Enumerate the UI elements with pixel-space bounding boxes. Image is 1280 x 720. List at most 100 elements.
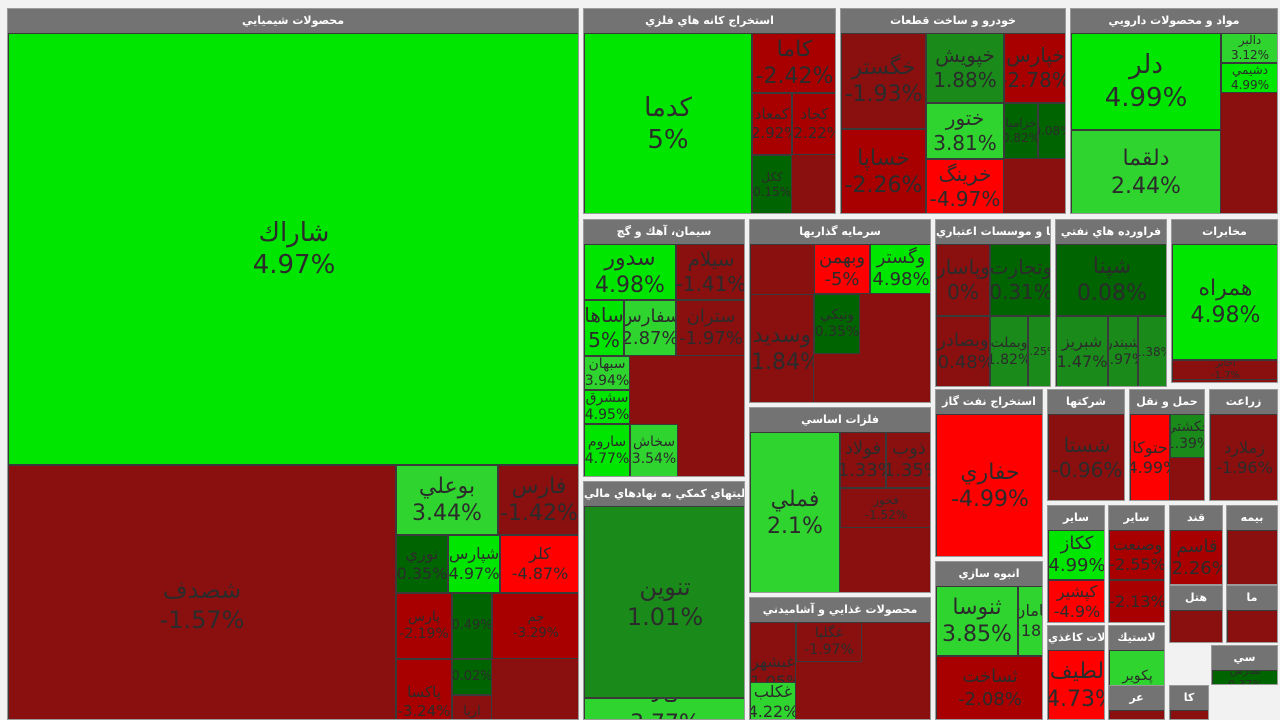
- sector-title[interactable]: محصولات غذايي و آشاميدني: [750, 598, 930, 622]
- symbol-tile[interactable]: تمارس 0.37%: [1212, 670, 1277, 684]
- symbol-tile[interactable]: دلر 4.99%: [1071, 33, 1221, 130]
- symbol-tile[interactable]: كمعاد-2.92%: [752, 93, 792, 155]
- symbol-tile[interactable]: غكلب 4.22%: [750, 682, 796, 719]
- symbol-tile[interactable]: وتجارت 0.31%: [990, 244, 1050, 316]
- symbol-tile[interactable]: ساروم 4.77%: [584, 424, 630, 476]
- symbol-tile[interactable]: وبصادر-0.48%: [936, 316, 990, 386]
- symbol-tile[interactable]: خرينگ -4.97%: [926, 159, 1004, 213]
- symbol-tile[interactable]: اريا-0.35%: [452, 695, 492, 719]
- symbol-tile[interactable]: [1227, 530, 1277, 584]
- symbol-tile[interactable]: ثساخت -2.08%: [936, 656, 1042, 719]
- symbol-tile[interactable]: -2.13%: [1109, 580, 1164, 622]
- symbol-tile[interactable]: 0.08%: [1038, 103, 1065, 159]
- symbol-tile[interactable]: حتوكا-4.99%: [1130, 414, 1170, 500]
- symbol-tile[interactable]: وپاسار 0%: [936, 244, 990, 316]
- symbol-tile[interactable]: [1227, 610, 1277, 642]
- symbol-tile[interactable]: خپويش 1.88%: [926, 33, 1004, 103]
- symbol-tile[interactable]: ستران -1.97%: [676, 300, 744, 356]
- symbol-tile[interactable]: سخاش 3.54%: [630, 424, 678, 476]
- symbol-tile[interactable]: 0.02%: [452, 659, 492, 695]
- symbol-tile[interactable]: كجاد-2.22%: [792, 93, 835, 155]
- symbol-tile[interactable]: كلر -4.87%: [500, 535, 578, 593]
- symbol-tile[interactable]: فخوز -1.52%: [840, 488, 930, 528]
- sector-title[interactable]: بانكها و موسسات اعتباري: [936, 220, 1050, 244]
- symbol-tile[interactable]: بوعلي 3.44%: [396, 465, 498, 535]
- symbol-tile[interactable]: فولاد-1.33%: [840, 432, 886, 488]
- sector-title[interactable]: قند: [1170, 506, 1222, 530]
- symbol-tile[interactable]: حفاري -4.99%: [936, 414, 1042, 556]
- symbol-tile[interactable]: سدور 4.98%: [584, 244, 676, 300]
- sector-title[interactable]: سرمايه گذاريها: [750, 220, 930, 244]
- symbol-tile[interactable]: ذوب-1.35%: [886, 432, 930, 488]
- symbol-tile[interactable]: شبريز 1.47%: [1056, 316, 1108, 386]
- symbol-tile[interactable]: شصدف -1.57%: [8, 465, 396, 719]
- symbol-tile[interactable]: سفارس2.87%: [624, 300, 676, 356]
- sector-title[interactable]: شركتها: [1048, 390, 1124, 414]
- sector-title[interactable]: انبوه سازي: [936, 562, 1042, 586]
- symbol-tile[interactable]: ثنوسا 3.85%: [936, 586, 1018, 656]
- symbol-tile[interactable]: پارس -2.19%: [396, 593, 452, 659]
- sector-title[interactable]: زراعت: [1210, 390, 1277, 414]
- symbol-tile[interactable]: ختور 3.81%: [926, 103, 1004, 159]
- symbol-tile[interactable]: ثامان2.18%: [1018, 586, 1042, 656]
- symbol-tile[interactable]: ككاز 4.99%: [1048, 530, 1104, 580]
- sector-title[interactable]: سي: [1212, 646, 1277, 670]
- symbol-tile[interactable]: كالا3.77%: [584, 698, 744, 719]
- symbol-tile[interactable]: دلقما 2.44%: [1071, 130, 1221, 213]
- symbol-tile[interactable]: شبندر0.97%: [1108, 316, 1138, 386]
- sector-title[interactable]: استخراج نفت گاز: [936, 390, 1042, 414]
- sector-title[interactable]: لاستيك: [1109, 626, 1164, 650]
- sector-title[interactable]: حمل و نقل: [1130, 390, 1204, 414]
- symbol-tile[interactable]: شستا -0.96%: [1048, 414, 1124, 500]
- symbol-tile[interactable]: وگستر 4.98%: [870, 244, 930, 294]
- sector-title[interactable]: ساير: [1048, 506, 1104, 530]
- symbol-tile[interactable]: جم -3.29%: [492, 593, 578, 659]
- sector-title[interactable]: مخابرات: [1172, 220, 1277, 244]
- symbol-tile[interactable]: دشيمي 4.99%: [1221, 63, 1277, 93]
- sector-title[interactable]: ما: [1227, 586, 1277, 610]
- sector-title[interactable]: فراورده هاي نفتي: [1056, 220, 1166, 244]
- symbol-tile[interactable]: شپارس 4.97%: [448, 535, 500, 593]
- symbol-tile[interactable]: قاسم-2.26%: [1170, 530, 1222, 584]
- sector-title[interactable]: هتل: [1170, 586, 1222, 610]
- symbol-tile[interactable]: وسديد-1.84%: [750, 294, 814, 402]
- symbol-tile[interactable]: شپنا 0.08%: [1056, 244, 1166, 316]
- symbol-tile[interactable]: وبملت1.82%: [990, 316, 1028, 386]
- sector-title[interactable]: عر: [1109, 686, 1164, 710]
- symbol-tile[interactable]: فارس -1.42%: [498, 465, 578, 535]
- symbol-tile[interactable]: فملي 2.1%: [750, 432, 840, 592]
- symbol-tile[interactable]: خپارس-2.78%: [1004, 33, 1065, 103]
- symbol-tile[interactable]: [1109, 710, 1164, 719]
- symbol-tile[interactable]: پاكسا -3.24%: [396, 659, 452, 719]
- symbol-tile[interactable]: ساها 5%: [584, 300, 624, 356]
- symbol-tile[interactable]: نوري 0.35%: [396, 535, 448, 593]
- symbol-tile[interactable]: 1.25%: [1028, 316, 1050, 386]
- symbol-tile[interactable]: لطيف-4.73%: [1048, 650, 1104, 719]
- sector-title[interactable]: محصولات شيميايي: [8, 9, 578, 33]
- symbol-tile[interactable]: حكشتي1.39%: [1170, 414, 1204, 458]
- symbol-tile[interactable]: [1170, 710, 1208, 719]
- symbol-tile[interactable]: همراه 4.98%: [1172, 244, 1277, 360]
- symbol-tile[interactable]: كدما 5%: [584, 33, 752, 213]
- symbol-tile[interactable]: ككل 0.15%: [752, 155, 792, 213]
- sector-title[interactable]: سيمان، آهك و گچ: [584, 220, 744, 244]
- sector-title[interactable]: كا: [1170, 686, 1208, 710]
- symbol-tile[interactable]: وصنعت -2.55%: [1109, 530, 1164, 580]
- symbol-tile[interactable]: 0.49%: [452, 593, 492, 659]
- symbol-tile[interactable]: خزاميا0.82%: [1004, 103, 1038, 159]
- symbol-tile[interactable]: خگستر -1.93%: [841, 33, 926, 129]
- symbol-tile[interactable]: دالبر 3.12%: [1221, 33, 1277, 63]
- symbol-tile[interactable]: زملارد -1.96%: [1210, 414, 1277, 500]
- symbol-tile[interactable]: تنوين 1.01%: [584, 506, 744, 698]
- symbol-tile[interactable]: غگلپا -1.97%: [796, 622, 862, 662]
- symbol-tile[interactable]: سشرق 4.95%: [584, 390, 630, 424]
- sector-title[interactable]: مواد و محصولات دارويي: [1071, 9, 1277, 33]
- symbol-tile[interactable]: سيلام -1.41%: [676, 244, 744, 300]
- sector-title[interactable]: فلزات اساسي: [750, 408, 930, 432]
- symbol-tile[interactable]: خساپا -2.26%: [841, 129, 926, 213]
- symbol-tile[interactable]: 1.38%: [1138, 316, 1166, 386]
- symbol-tile[interactable]: كاما -2.42%: [752, 33, 835, 93]
- symbol-tile[interactable]: شاراك 4.97%: [8, 33, 578, 465]
- symbol-tile[interactable]: ونيكي 0.35%: [814, 294, 860, 354]
- symbol-tile[interactable]: سبهان 3.94%: [584, 356, 630, 390]
